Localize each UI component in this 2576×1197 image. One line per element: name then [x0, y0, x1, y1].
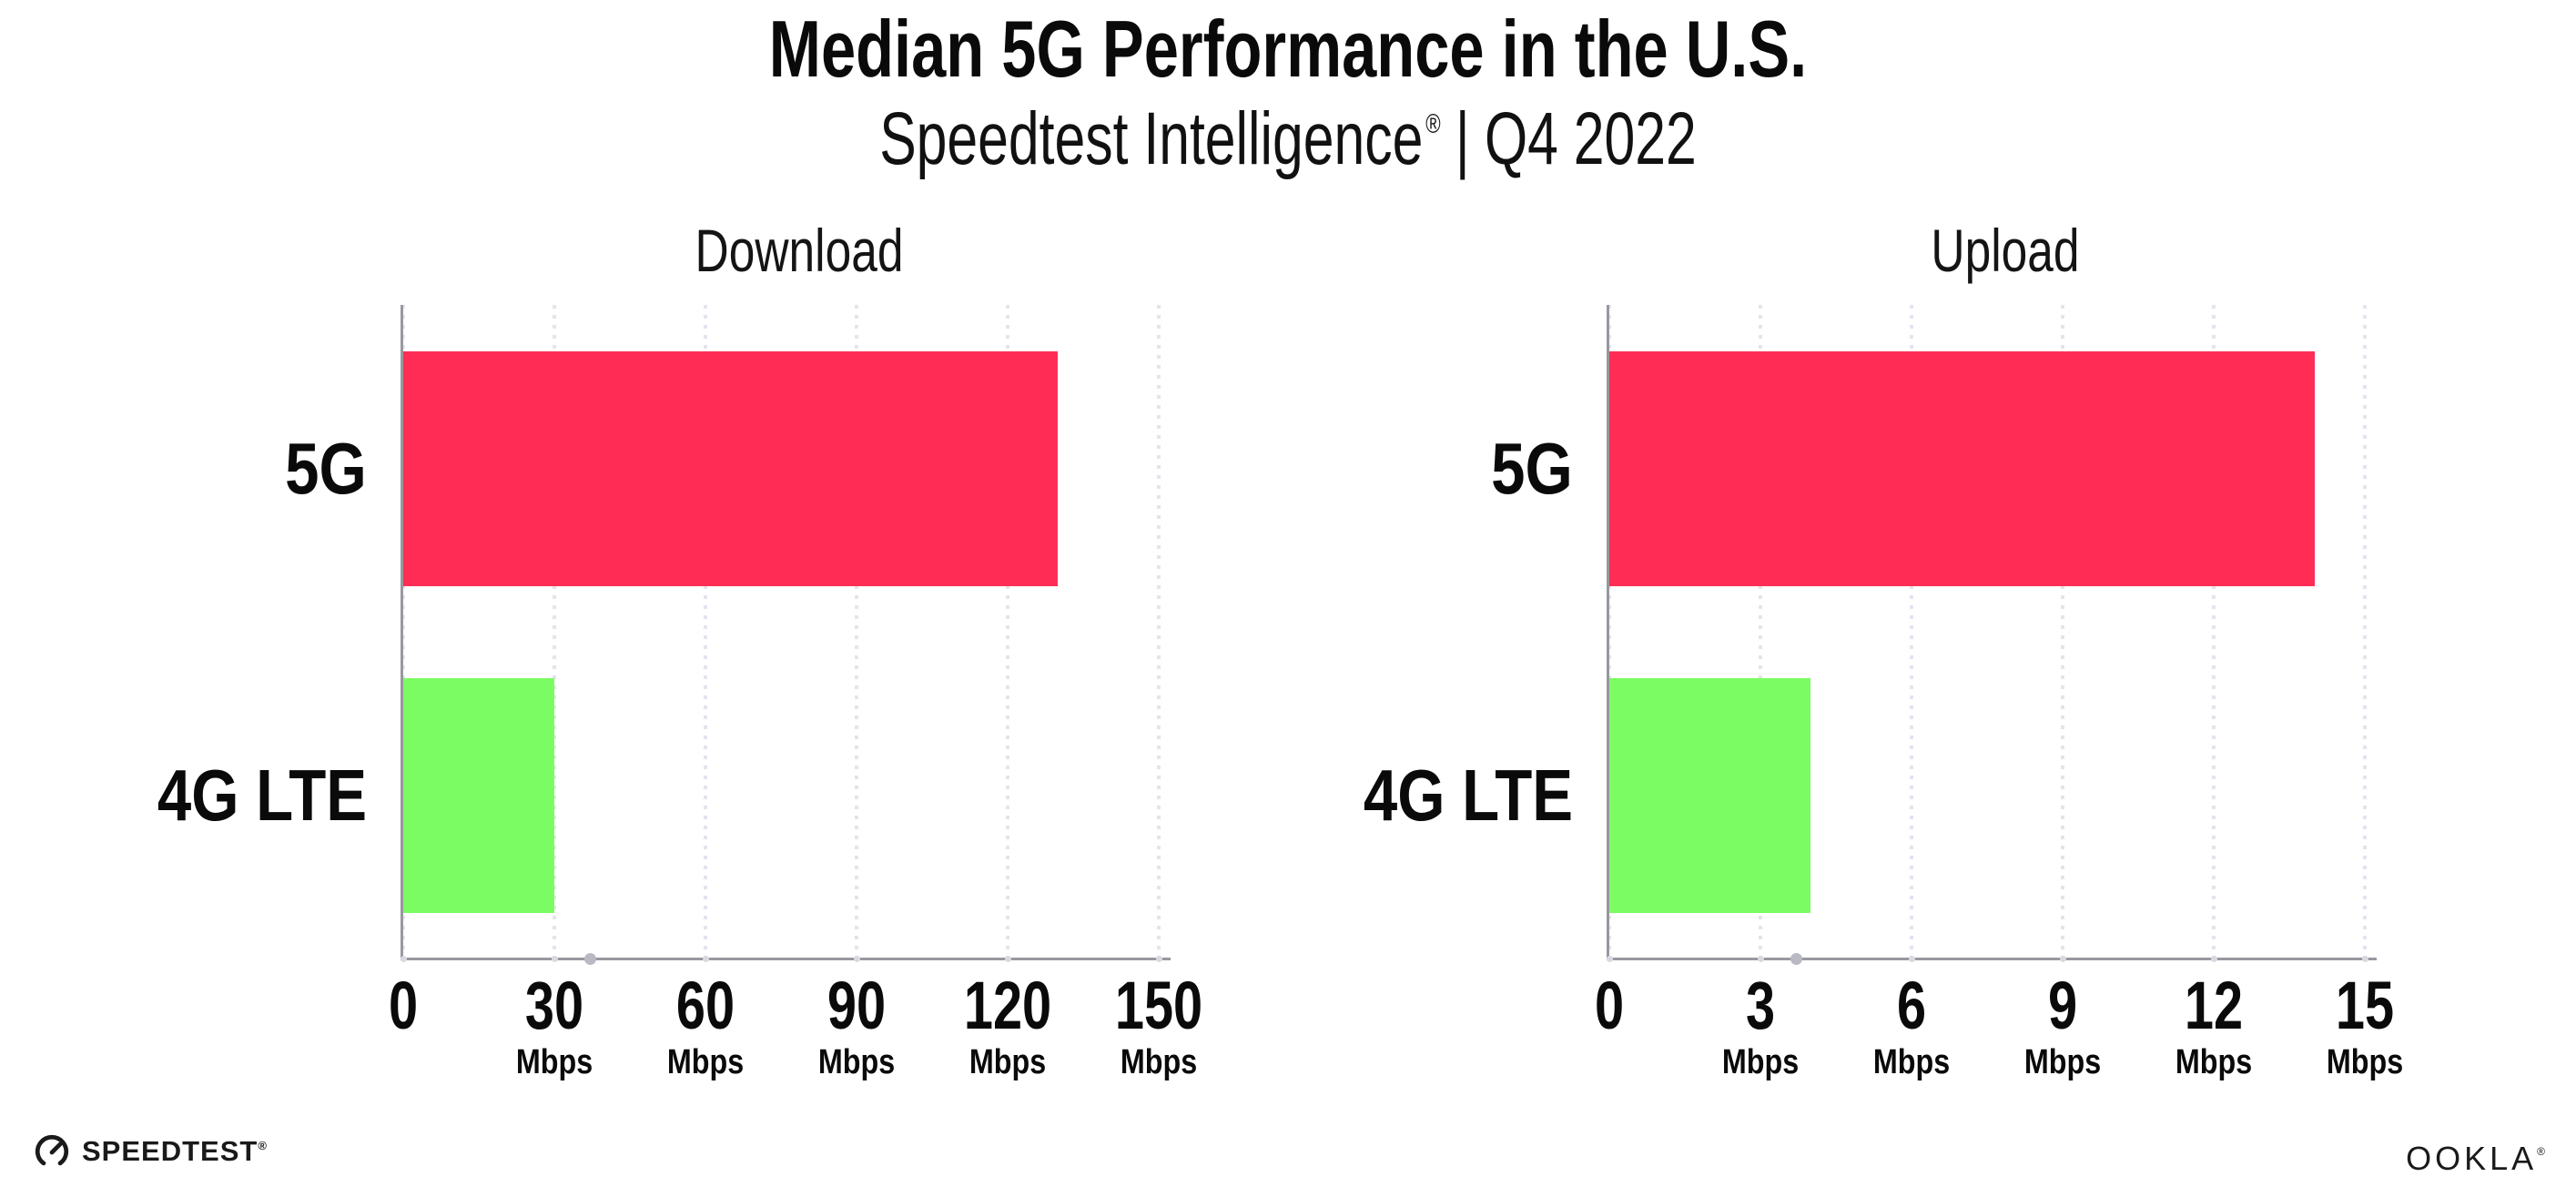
axis-tick-dot-download-30 [551, 956, 558, 962]
axis-tick-dot-download-150 [1155, 956, 1162, 962]
axis-tick-dot-download-120 [1004, 956, 1011, 962]
axis-marker-dot-download [583, 953, 596, 965]
chart-title-upload: Upload [1931, 217, 2080, 284]
x-axis-download [401, 958, 1171, 960]
axis-tick-dot-upload-6 [1908, 956, 1915, 962]
axis-tick-dot-download-0 [400, 956, 407, 962]
bar-upload-4g-lte [1609, 677, 1811, 913]
xtick-label-download-90: 90 [827, 968, 887, 1043]
xtick-label-download-150: 150 [1114, 968, 1203, 1043]
subtitle-brand: Speedtest Intelligence [879, 97, 1424, 180]
axis-tick-dot-upload-3 [1757, 956, 1764, 962]
speedtest-reg-mark: ® [258, 1139, 267, 1152]
axis-tick-dot-download-90 [853, 956, 860, 962]
xtick-label-download-0: 0 [388, 968, 419, 1043]
xtick-unit-upload-3: Mbps [1721, 1043, 1800, 1081]
gridline-download-0 [401, 305, 405, 959]
ookla-wordmark: OOKLA [2406, 1140, 2538, 1177]
gridline-download-90 [855, 305, 858, 959]
xtick-label-upload-15: 15 [2335, 968, 2395, 1043]
xtick-unit-upload-6: Mbps [1872, 1043, 1951, 1081]
subtitle-separator: | [1455, 97, 1470, 180]
gridline-upload-3 [1759, 305, 1762, 959]
xtick-label-download-120: 120 [963, 968, 1052, 1043]
gridline-download-120 [1006, 305, 1009, 959]
y-axis-download [401, 305, 403, 960]
xtick-unit-download-120: Mbps [969, 1043, 1047, 1081]
y-axis-upload [1607, 305, 1609, 960]
speedtest-logo: SPEEDTEST® [33, 1132, 267, 1171]
ytick-label-upload-5g: 5G [1491, 427, 1573, 509]
axis-tick-dot-download-60 [702, 956, 709, 962]
bar-download-5g [403, 350, 1059, 586]
xtick-unit-download-60: Mbps [666, 1043, 745, 1081]
x-axis-upload [1607, 958, 2377, 960]
page-subtitle: Speedtest Intelligence® | Q4 2022 [879, 97, 1697, 180]
xtick-unit-upload-15: Mbps [2326, 1043, 2404, 1081]
xtick-label-upload-9: 9 [2047, 968, 2078, 1043]
gridline-upload-12 [2212, 305, 2216, 959]
ytick-label-download-5g: 5G [285, 427, 367, 509]
xtick-label-download-60: 60 [675, 968, 735, 1043]
subtitle-period: Q4 2022 [1484, 97, 1697, 180]
gridline-download-150 [1157, 305, 1161, 959]
xtick-label-download-30: 30 [524, 968, 584, 1043]
bar-download-4g-lte [403, 677, 554, 913]
xtick-unit-download-90: Mbps [817, 1043, 896, 1081]
axis-tick-dot-upload-12 [2210, 956, 2217, 962]
xtick-unit-download-150: Mbps [1120, 1043, 1198, 1081]
speedtest-wordmark: SPEEDTEST® [82, 1135, 267, 1167]
xtick-label-upload-3: 3 [1745, 968, 1776, 1043]
axis-tick-dot-upload-9 [2059, 956, 2066, 962]
xtick-label-upload-12: 12 [2184, 968, 2244, 1043]
xtick-label-upload-6: 6 [1896, 968, 1927, 1043]
xtick-unit-upload-12: Mbps [2175, 1043, 2253, 1081]
gridline-download-30 [553, 305, 556, 959]
gridline-upload-15 [2363, 305, 2367, 959]
xtick-unit-download-30: Mbps [515, 1043, 593, 1081]
xtick-label-upload-0: 0 [1594, 968, 1625, 1043]
chart-title-download: Download [695, 217, 904, 284]
gridline-upload-0 [1607, 305, 1611, 959]
speedtest-gauge-icon [33, 1132, 71, 1171]
page-title: Median 5G Performance in the U.S. [768, 4, 1808, 94]
registered-mark-icon: ® [1425, 109, 1441, 139]
xtick-unit-upload-9: Mbps [2023, 1043, 2102, 1081]
gridline-upload-9 [2061, 305, 2064, 959]
axis-tick-dot-upload-15 [2361, 956, 2368, 962]
ytick-label-download-4g-lte: 4G LTE [157, 754, 367, 836]
bar-upload-5g [1609, 350, 2315, 586]
ytick-label-upload-4g-lte: 4G LTE [1363, 754, 1573, 836]
axis-tick-dot-upload-0 [1606, 956, 1613, 962]
gridline-download-60 [704, 305, 707, 959]
gridline-upload-6 [1910, 305, 1913, 959]
ookla-logo: OOKLA® [2406, 1140, 2545, 1178]
ookla-reg-mark: ® [2537, 1145, 2545, 1158]
axis-marker-dot-upload [1790, 953, 1802, 965]
